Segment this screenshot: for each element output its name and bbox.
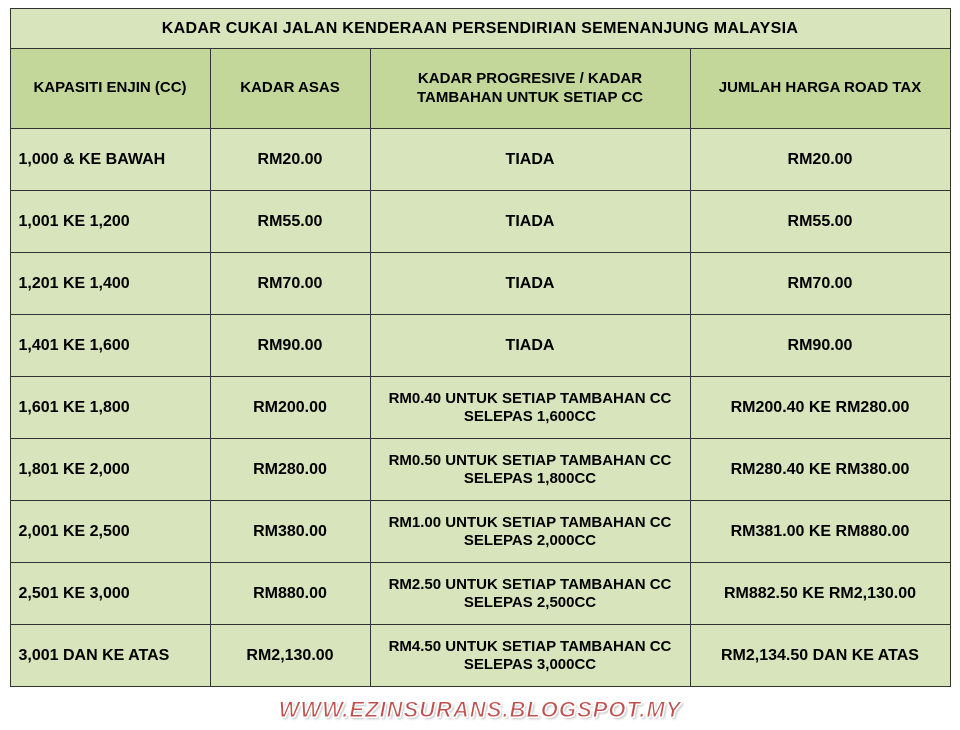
cell-base: RM55.00 — [210, 191, 370, 253]
cell-capacity: 1,000 & KE BAWAH — [10, 129, 210, 191]
cell-progressive: TIADA — [370, 129, 690, 191]
cell-base: RM880.00 — [210, 563, 370, 625]
table-title-row: KADAR CUKAI JALAN KENDERAAN PERSENDIRIAN… — [10, 9, 950, 49]
col-header-capacity: KAPASITI ENJIN (CC) — [10, 49, 210, 129]
table-row: 1,601 KE 1,800 RM200.00 RM0.40 UNTUK SET… — [10, 377, 950, 439]
table-body: 1,000 & KE BAWAH RM20.00 TIADA RM20.00 1… — [10, 129, 950, 687]
cell-base: RM200.00 — [210, 377, 370, 439]
table-title: KADAR CUKAI JALAN KENDERAAN PERSENDIRIAN… — [10, 9, 950, 49]
table-row: 3,001 DAN KE ATAS RM2,130.00 RM4.50 UNTU… — [10, 625, 950, 687]
cell-total: RM200.40 KE RM280.00 — [690, 377, 950, 439]
cell-progressive: TIADA — [370, 191, 690, 253]
cell-base: RM380.00 — [210, 501, 370, 563]
cell-progressive: TIADA — [370, 315, 690, 377]
cell-capacity: 1,001 KE 1,200 — [10, 191, 210, 253]
table-header-row: KAPASITI ENJIN (CC) KADAR ASAS KADAR PRO… — [10, 49, 950, 129]
cell-capacity: 1,801 KE 2,000 — [10, 439, 210, 501]
cell-total: RM90.00 — [690, 315, 950, 377]
cell-base: RM70.00 — [210, 253, 370, 315]
cell-progressive: RM1.00 UNTUK SETIAP TAMBAHAN CC SELEPAS … — [370, 501, 690, 563]
cell-total: RM280.40 KE RM380.00 — [690, 439, 950, 501]
cell-progressive: RM4.50 UNTUK SETIAP TAMBAHAN CC SELEPAS … — [370, 625, 690, 687]
col-header-base-rate: KADAR ASAS — [210, 49, 370, 129]
cell-capacity: 1,601 KE 1,800 — [10, 377, 210, 439]
cell-progressive: RM2.50 UNTUK SETIAP TAMBAHAN CC SELEPAS … — [370, 563, 690, 625]
cell-capacity: 1,401 KE 1,600 — [10, 315, 210, 377]
road-tax-table: KADAR CUKAI JALAN KENDERAAN PERSENDIRIAN… — [10, 8, 951, 687]
cell-progressive: RM0.40 UNTUK SETIAP TAMBAHAN CC SELEPAS … — [370, 377, 690, 439]
col-header-total: JUMLAH HARGA ROAD TAX — [690, 49, 950, 129]
cell-total: RM20.00 — [690, 129, 950, 191]
source-watermark: WWW.EZINSURANS.BLOGSPOT.MY — [279, 697, 682, 723]
table-row: 1,001 KE 1,200 RM55.00 TIADA RM55.00 — [10, 191, 950, 253]
cell-total: RM70.00 — [690, 253, 950, 315]
cell-progressive: TIADA — [370, 253, 690, 315]
table-row: 1,801 KE 2,000 RM280.00 RM0.50 UNTUK SET… — [10, 439, 950, 501]
cell-base: RM90.00 — [210, 315, 370, 377]
table-row: 2,001 KE 2,500 RM380.00 RM1.00 UNTUK SET… — [10, 501, 950, 563]
table-row: 1,401 KE 1,600 RM90.00 TIADA RM90.00 — [10, 315, 950, 377]
table-row: 1,000 & KE BAWAH RM20.00 TIADA RM20.00 — [10, 129, 950, 191]
cell-capacity: 2,501 KE 3,000 — [10, 563, 210, 625]
cell-total: RM55.00 — [690, 191, 950, 253]
cell-base: RM2,130.00 — [210, 625, 370, 687]
cell-progressive: RM0.50 UNTUK SETIAP TAMBAHAN CC SELEPAS … — [370, 439, 690, 501]
cell-total: RM2,134.50 DAN KE ATAS — [690, 625, 950, 687]
cell-capacity: 3,001 DAN KE ATAS — [10, 625, 210, 687]
cell-base: RM280.00 — [210, 439, 370, 501]
cell-total: RM882.50 KE RM2,130.00 — [690, 563, 950, 625]
table-row: 1,201 KE 1,400 RM70.00 TIADA RM70.00 — [10, 253, 950, 315]
cell-capacity: 2,001 KE 2,500 — [10, 501, 210, 563]
cell-total: RM381.00 KE RM880.00 — [690, 501, 950, 563]
cell-base: RM20.00 — [210, 129, 370, 191]
cell-capacity: 1,201 KE 1,400 — [10, 253, 210, 315]
col-header-progressive: KADAR PROGRESIVE / KADAR TAMBAHAN UNTUK … — [370, 49, 690, 129]
table-row: 2,501 KE 3,000 RM880.00 RM2.50 UNTUK SET… — [10, 563, 950, 625]
